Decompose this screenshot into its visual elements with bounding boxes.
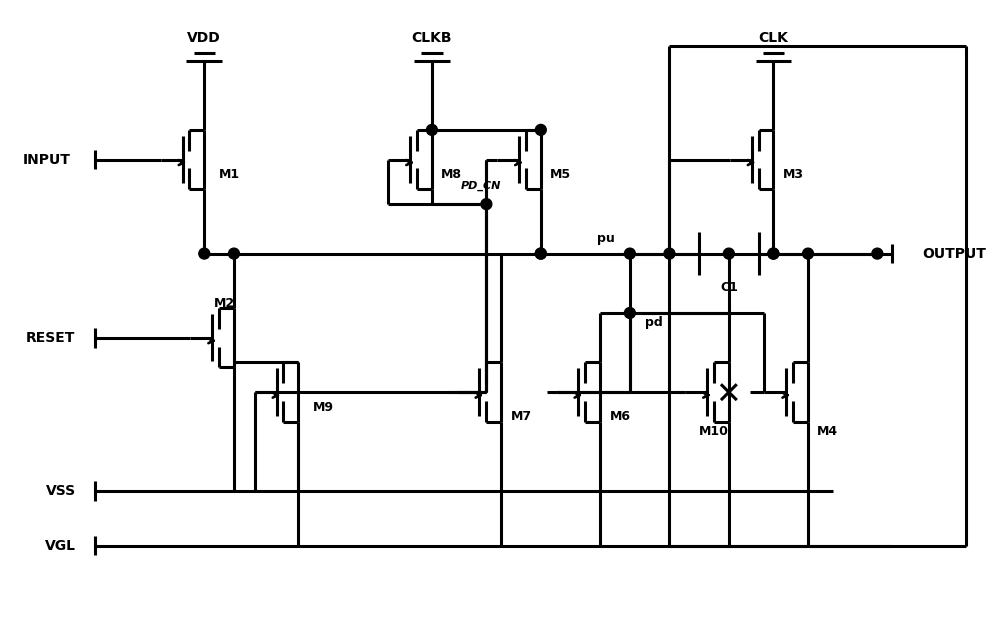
Circle shape xyxy=(535,125,546,135)
Text: OUTPUT: OUTPUT xyxy=(922,247,986,260)
Circle shape xyxy=(768,248,779,259)
Text: M1: M1 xyxy=(218,168,240,181)
Circle shape xyxy=(229,248,239,259)
Text: VDD: VDD xyxy=(187,31,221,45)
Text: VSS: VSS xyxy=(45,484,76,498)
Text: M9: M9 xyxy=(313,401,334,414)
Text: pu: pu xyxy=(597,232,615,245)
Circle shape xyxy=(426,125,437,135)
Text: M4: M4 xyxy=(817,426,838,438)
Text: PD_CN: PD_CN xyxy=(461,181,502,191)
Text: C1: C1 xyxy=(720,281,738,294)
Circle shape xyxy=(664,248,675,259)
Text: M6: M6 xyxy=(609,411,630,424)
Circle shape xyxy=(199,248,210,259)
Text: CLK: CLK xyxy=(758,31,788,45)
Circle shape xyxy=(723,248,734,259)
Text: M8: M8 xyxy=(441,168,462,181)
Text: M5: M5 xyxy=(550,168,571,181)
Text: M10: M10 xyxy=(699,426,729,438)
Circle shape xyxy=(624,248,635,259)
Text: VGL: VGL xyxy=(45,538,76,553)
Text: M7: M7 xyxy=(510,411,532,424)
Text: M2: M2 xyxy=(214,297,235,310)
Text: M3: M3 xyxy=(783,168,804,181)
Circle shape xyxy=(624,308,635,318)
Circle shape xyxy=(481,199,492,209)
Text: RESET: RESET xyxy=(26,331,76,345)
Circle shape xyxy=(803,248,813,259)
Circle shape xyxy=(872,248,883,259)
Text: pd: pd xyxy=(645,316,662,330)
Text: INPUT: INPUT xyxy=(23,153,71,166)
Text: CLKB: CLKB xyxy=(412,31,452,45)
Circle shape xyxy=(768,248,779,259)
Circle shape xyxy=(535,248,546,259)
Circle shape xyxy=(535,248,546,259)
